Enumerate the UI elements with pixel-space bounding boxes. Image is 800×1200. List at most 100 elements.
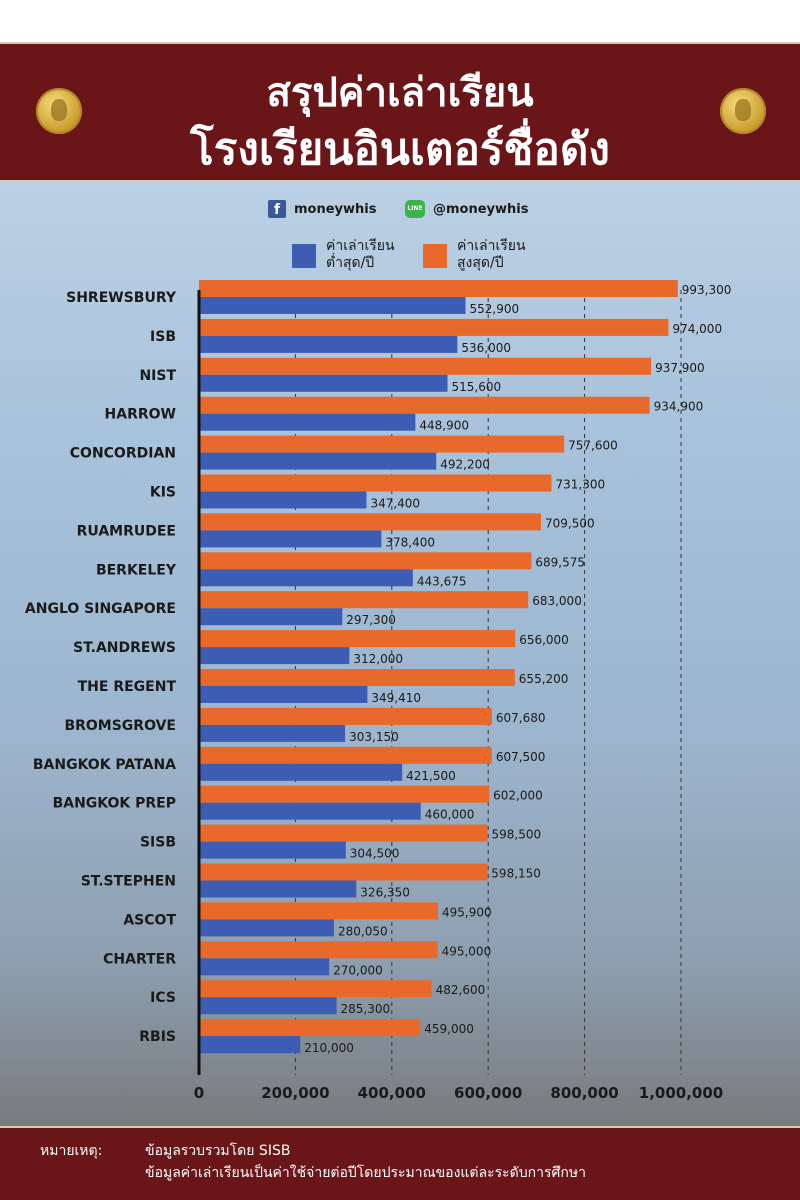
facebook-credit: f moneywhis [268, 200, 376, 218]
legend-max: ค่าเล่าเรียน สูงสุด/ปี [423, 238, 526, 272]
max-fee-bar [199, 1019, 421, 1037]
tuition-bar-chart: SHREWSBURY 993,300 552,900 ISB 974,000 536,00… [25, 280, 732, 1102]
min-fee-value-label: 421,500 [406, 769, 456, 783]
min-fee-value-label: 443,675 [417, 574, 467, 588]
max-fee-value-label: 689,575 [535, 555, 585, 569]
min-fee-bar [199, 880, 357, 898]
max-fee-bar [199, 746, 492, 764]
max-fee-bar [199, 902, 439, 920]
max-fee-bar [199, 357, 652, 375]
min-fee-bar [199, 724, 346, 742]
category-label: ASCOT [123, 912, 176, 928]
category-label: ISB [150, 329, 176, 345]
max-fee-bar [199, 513, 541, 531]
category-label: HARROW [105, 407, 176, 423]
min-fee-bar [199, 1036, 301, 1054]
max-fee-bar [199, 396, 650, 414]
x-tick-label: 200,000 [261, 1084, 329, 1102]
min-fee-value-label: 460,000 [425, 808, 475, 822]
max-fee-bar [199, 591, 529, 609]
top-white-strip [0, 0, 800, 42]
min-fee-bar [199, 569, 413, 587]
min-fee-bar [199, 997, 337, 1015]
min-fee-bar [199, 297, 466, 314]
legend-max-line1: ค่าเล่าเรียน [457, 238, 526, 254]
min-fee-bar [199, 608, 343, 626]
min-fee-value-label: 349,410 [371, 691, 421, 705]
max-fee-bar [199, 435, 565, 453]
max-fee-value-label: 495,900 [442, 905, 492, 919]
min-fee-bar [199, 647, 350, 665]
max-fee-value-label: 607,680 [496, 711, 546, 725]
max-fee-value-label: 459,000 [424, 1022, 474, 1036]
x-tick-label: 800,000 [550, 1084, 618, 1102]
max-fee-value-label: 598,500 [491, 828, 541, 842]
category-label: RBIS [139, 1029, 176, 1045]
line-icon: LINE [405, 200, 425, 218]
max-fee-value-label: 495,000 [442, 944, 492, 958]
category-label: BERKELEY [96, 562, 177, 578]
min-fee-bar [199, 958, 330, 976]
legend-swatch-min [292, 244, 316, 268]
category-label: SISB [140, 835, 176, 851]
category-label: CONCORDIAN [70, 446, 176, 462]
min-fee-value-label: 312,000 [353, 652, 403, 666]
facebook-icon: f [268, 200, 286, 218]
min-fee-value-label: 326,350 [360, 886, 410, 900]
x-tick-label: 1,000,000 [639, 1084, 723, 1102]
max-fee-value-label: 482,600 [436, 983, 486, 997]
max-fee-value-label: 655,200 [519, 672, 569, 686]
line-label: @moneywhis [433, 201, 529, 217]
min-fee-bar [199, 491, 367, 509]
facebook-label: moneywhis [294, 201, 377, 217]
note-line-1: ข้อมูลรวบรวมโดย SISB [145, 1143, 291, 1159]
min-fee-value-label: 303,150 [349, 730, 399, 744]
legend-min-line2: ต่ำสุด/ปี [326, 255, 375, 271]
max-fee-value-label: 598,150 [491, 867, 541, 881]
category-label: BANGKOK PATANA [33, 757, 176, 773]
category-label: ICS [150, 990, 176, 1006]
min-fee-value-label: 304,500 [350, 847, 400, 861]
max-fee-value-label: 993,300 [682, 283, 732, 297]
max-fee-value-label: 607,500 [496, 750, 546, 764]
max-fee-bar [199, 630, 516, 648]
min-fee-value-label: 270,000 [333, 963, 383, 977]
min-fee-value-label: 297,300 [346, 613, 396, 627]
min-fee-bar [199, 413, 416, 431]
max-fee-bar [199, 280, 678, 297]
min-fee-bar [199, 452, 437, 470]
max-fee-bar [199, 863, 488, 881]
max-fee-value-label: 937,900 [655, 361, 705, 375]
min-fee-value-label: 536,000 [461, 341, 511, 355]
max-fee-bar [199, 785, 490, 803]
max-fee-value-label: 709,500 [545, 516, 595, 530]
min-fee-bar [199, 335, 458, 353]
x-tick-label: 400,000 [358, 1084, 426, 1102]
max-fee-bar [199, 707, 492, 725]
x-tick-label: 0 [194, 1084, 204, 1102]
max-fee-bar [199, 980, 432, 998]
category-label: RUAMRUDEE [77, 523, 176, 539]
max-fee-value-label: 683,000 [532, 594, 582, 608]
min-fee-value-label: 378,400 [385, 535, 435, 549]
max-fee-value-label: 757,600 [568, 439, 618, 453]
title-banner: สรุปค่าเล่าเรียน โรงเรียนอินเตอร์ชื่อดัง [0, 42, 800, 182]
max-fee-value-label: 602,000 [493, 789, 543, 803]
legend-max-line2: สูงสุด/ปี [457, 255, 504, 271]
max-fee-value-label: 656,000 [519, 633, 569, 647]
line-credit: LINE @moneywhis [405, 200, 528, 218]
max-fee-value-label: 731,300 [555, 478, 605, 492]
min-fee-bar [199, 841, 346, 859]
category-label: ANGLO SINGAPORE [25, 601, 176, 617]
min-fee-bar [199, 763, 403, 781]
max-fee-bar [199, 552, 532, 570]
category-label: KIS [150, 485, 176, 501]
max-fee-bar [199, 824, 488, 842]
max-fee-bar [199, 318, 669, 336]
footer-note: หมายเหตุ: ข้อมูลรวบรวมโดย SISB ข้อมูลค่า… [0, 1126, 800, 1200]
category-label: THE REGENT [78, 679, 177, 695]
category-label: NIST [139, 368, 176, 384]
min-fee-bar [199, 686, 368, 703]
max-fee-bar [199, 474, 552, 492]
max-fee-bar [199, 669, 515, 686]
